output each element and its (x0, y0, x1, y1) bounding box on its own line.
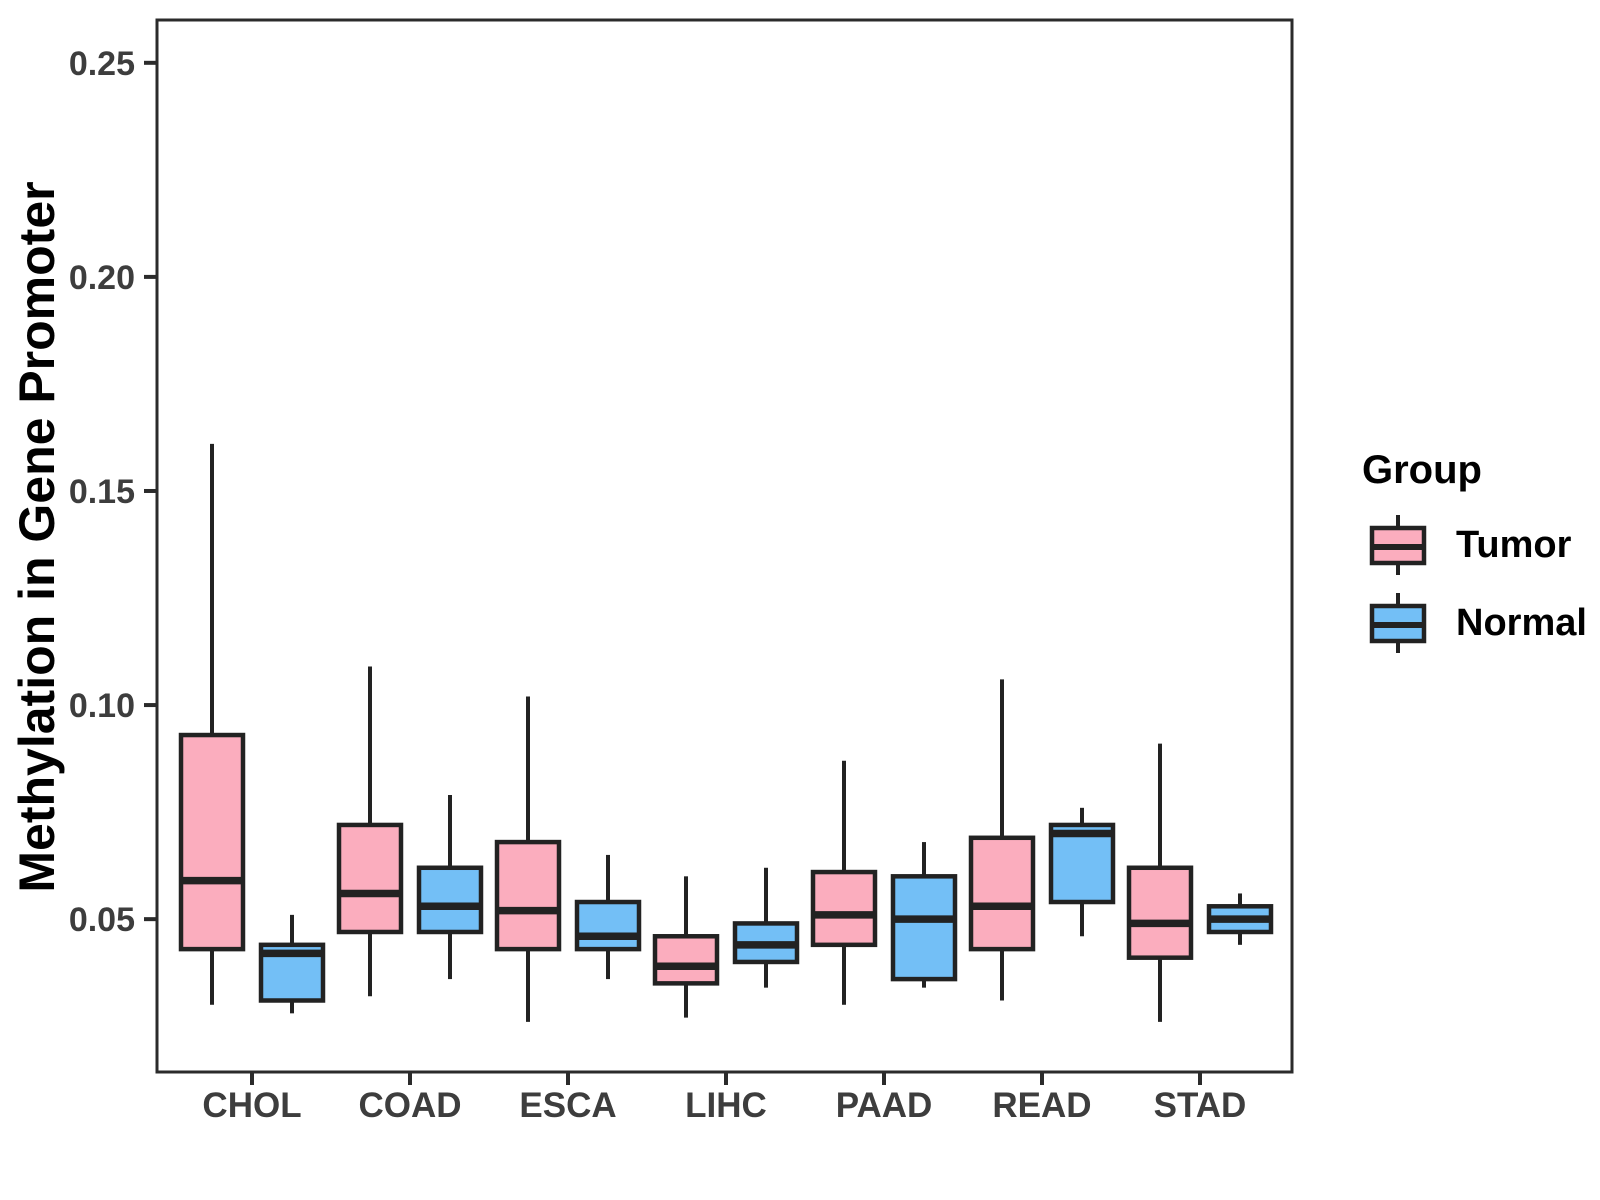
x-tick-label: STAD (1154, 1086, 1247, 1125)
y-tick-label: 0.20 (69, 259, 135, 297)
x-tick-label: CHOL (202, 1086, 301, 1125)
x-tick-label: COAD (358, 1086, 461, 1125)
boxplot-box (178, 732, 246, 952)
boxplot-box (574, 899, 642, 952)
legend-item-label: Normal (1456, 601, 1587, 644)
x-tick-label: READ (992, 1086, 1091, 1125)
legend-item-label: Tumor (1456, 523, 1572, 566)
y-tick-label: 0.15 (69, 473, 135, 511)
legend-boxplot-glyph (1369, 593, 1427, 653)
boxplot-box (968, 835, 1036, 952)
boxplot-box (416, 865, 484, 935)
legend-item: Normal (1340, 589, 1587, 657)
legend-boxplot-glyph (1369, 515, 1427, 575)
legend-title: Group (1362, 448, 1482, 492)
boxplot-box (494, 839, 562, 952)
panel-border (155, 18, 1294, 1074)
boxplot-box (1048, 822, 1116, 905)
x-tick-label: LIHC (685, 1086, 767, 1125)
boxplot-box (890, 874, 958, 982)
boxplot-box (336, 822, 404, 935)
legend-item: Tumor (1340, 511, 1587, 579)
boxplot-box (652, 934, 720, 986)
y-tick-label: 0.25 (69, 45, 135, 83)
legend-items: Tumor Normal (1340, 511, 1587, 667)
x-tick-label: ESCA (519, 1086, 616, 1125)
y-tick-label: 0.10 (69, 687, 135, 725)
boxplot-box (810, 869, 878, 948)
legend: Group Tumor Normal (1340, 448, 1587, 667)
x-tick-label: PAAD (836, 1086, 933, 1125)
y-tick-label: 0.05 (69, 901, 135, 939)
boxplot-box (1126, 865, 1194, 960)
